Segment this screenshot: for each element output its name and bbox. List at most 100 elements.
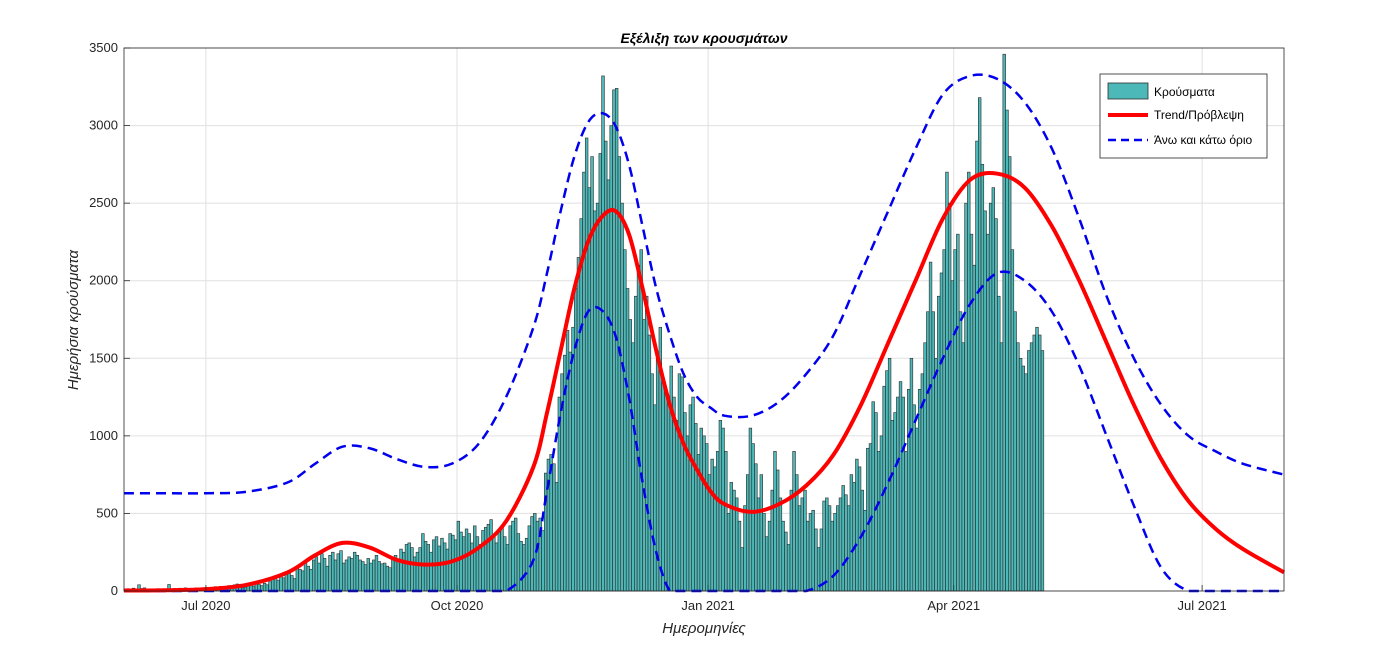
bar	[980, 164, 985, 592]
bar	[846, 505, 851, 592]
y-tick-label: 500	[96, 505, 118, 520]
bar	[650, 373, 654, 592]
bar	[489, 519, 493, 592]
bar	[1002, 53, 1006, 592]
bar	[473, 525, 477, 592]
bar	[928, 261, 933, 592]
bar	[639, 249, 643, 592]
bar	[710, 458, 714, 592]
bar	[505, 544, 510, 592]
bar	[410, 547, 414, 592]
plot-frame	[123, 47, 1285, 592]
y-axis-ticks: 0 500 1000 1500 2000 2500 3000 3500	[89, 40, 130, 598]
bar	[552, 463, 556, 592]
bar	[857, 466, 862, 592]
bar	[339, 550, 343, 592]
x-tick-label: Jan 2021	[681, 598, 735, 613]
bar	[797, 505, 802, 592]
bar	[492, 536, 496, 592]
bar	[860, 489, 864, 592]
bar	[467, 533, 471, 592]
bar	[972, 264, 976, 592]
bar	[803, 489, 807, 592]
bar	[893, 412, 897, 592]
bar	[617, 156, 622, 592]
bar	[1029, 342, 1034, 592]
bar	[595, 202, 600, 592]
bar	[688, 404, 693, 592]
bar	[584, 137, 589, 592]
bar	[890, 420, 894, 592]
bar	[399, 548, 403, 592]
bar	[808, 513, 813, 592]
bar	[453, 539, 458, 592]
bar	[516, 533, 521, 592]
x-axis-label: Ημερομηνίες	[662, 620, 746, 637]
bar	[475, 536, 480, 592]
bar	[937, 295, 941, 592]
y-tick-label: 3000	[89, 118, 118, 133]
bar	[904, 451, 908, 592]
bar	[524, 537, 529, 592]
bar	[958, 311, 963, 592]
bar	[743, 505, 747, 592]
bar	[917, 389, 922, 592]
bar	[975, 140, 979, 592]
bar	[827, 505, 832, 592]
bar	[1032, 334, 1036, 592]
bar	[664, 389, 668, 592]
bar	[923, 342, 927, 592]
bar	[931, 311, 935, 592]
bar	[988, 202, 993, 592]
bar	[290, 575, 294, 592]
bar	[786, 544, 791, 592]
bar	[322, 558, 327, 592]
bar	[950, 280, 955, 592]
bar	[325, 565, 330, 592]
bar	[789, 489, 794, 592]
bar	[754, 463, 758, 592]
bar	[508, 525, 512, 592]
bar	[503, 536, 507, 592]
bar	[778, 497, 783, 592]
bar	[926, 311, 930, 592]
y-tick-label: 1000	[89, 428, 118, 443]
bar	[309, 568, 313, 592]
legend: Κρούσματα Trend/Πρόβλεψη Άνω και κάτω όρ…	[1099, 73, 1268, 159]
bar	[333, 559, 338, 592]
bar	[1021, 365, 1026, 592]
bar	[443, 542, 447, 592]
bar	[628, 319, 632, 592]
bar	[825, 497, 829, 592]
bar	[871, 401, 875, 592]
bar	[421, 533, 425, 592]
legend-label-cases: Κρούσματα	[1154, 85, 1215, 99]
bar	[838, 497, 843, 592]
bar	[342, 562, 346, 592]
bar	[407, 542, 411, 592]
bar	[445, 548, 450, 592]
bar	[748, 427, 753, 592]
bar	[983, 210, 987, 592]
bar	[653, 404, 657, 592]
bar	[306, 565, 310, 592]
bar	[377, 561, 381, 592]
bar	[947, 202, 952, 592]
bar	[726, 513, 731, 592]
bar	[382, 562, 387, 592]
bar	[396, 561, 400, 592]
bar	[350, 558, 354, 592]
chart-title: Εξέλιξη των κρουσμάτων	[620, 30, 787, 46]
bar	[391, 558, 395, 592]
bar	[522, 544, 526, 592]
bar	[830, 520, 834, 592]
bar	[355, 555, 360, 592]
bar	[811, 510, 815, 592]
bar	[909, 357, 914, 592]
bar	[478, 544, 482, 592]
bar	[683, 412, 687, 592]
bar	[347, 556, 351, 592]
bar	[328, 555, 332, 592]
bar	[544, 472, 548, 592]
bar	[604, 140, 608, 592]
